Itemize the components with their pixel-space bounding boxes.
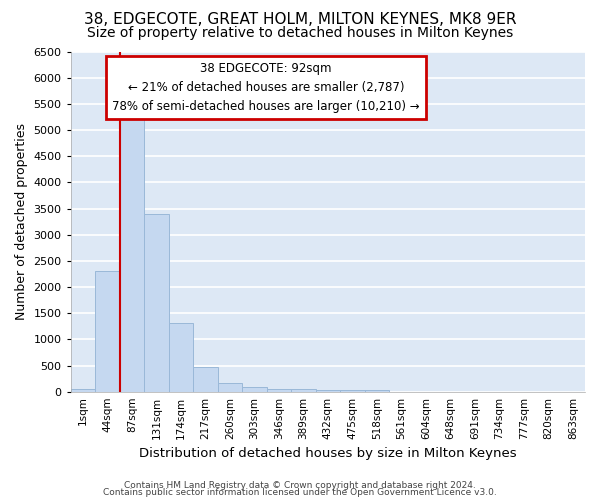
Bar: [144, 214, 169, 392]
Text: Contains public sector information licensed under the Open Government Licence v3: Contains public sector information licen…: [103, 488, 497, 497]
Bar: [95, 272, 119, 392]
Text: Contains HM Land Registry data © Crown copyright and database right 2024.: Contains HM Land Registry data © Crown c…: [124, 480, 476, 490]
Y-axis label: Number of detached properties: Number of detached properties: [15, 123, 28, 320]
Bar: [340, 390, 365, 392]
Text: Size of property relative to detached houses in Milton Keynes: Size of property relative to detached ho…: [87, 26, 513, 40]
Bar: [242, 387, 266, 392]
Bar: [365, 390, 389, 392]
Bar: [119, 106, 144, 392]
Bar: [316, 390, 340, 392]
Text: 38, EDGECOTE, GREAT HOLM, MILTON KEYNES, MK8 9ER: 38, EDGECOTE, GREAT HOLM, MILTON KEYNES,…: [84, 12, 516, 28]
Bar: [291, 390, 316, 392]
X-axis label: Distribution of detached houses by size in Milton Keynes: Distribution of detached houses by size …: [139, 447, 517, 460]
Bar: [169, 323, 193, 392]
Bar: [218, 383, 242, 392]
Text: 38 EDGECOTE: 92sqm
← 21% of detached houses are smaller (2,787)
78% of semi-deta: 38 EDGECOTE: 92sqm ← 21% of detached hou…: [112, 62, 420, 112]
Bar: [266, 388, 291, 392]
Bar: [71, 389, 95, 392]
Bar: [193, 366, 218, 392]
